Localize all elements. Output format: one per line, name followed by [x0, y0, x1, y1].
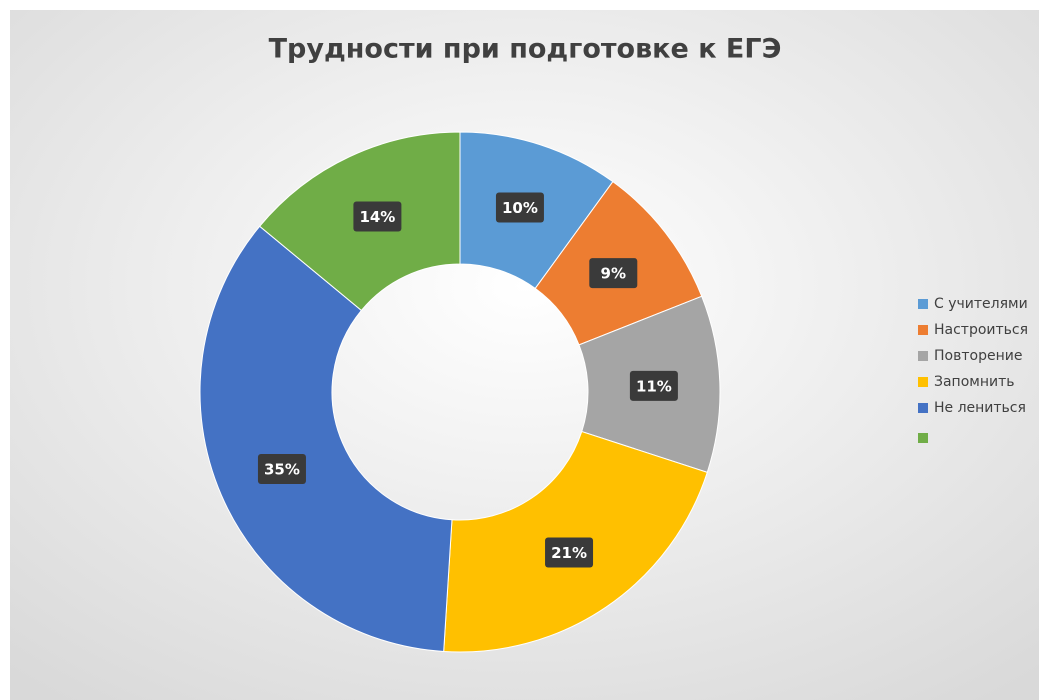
- data-label-box: [353, 201, 402, 232]
- legend-label: Запомнить: [934, 374, 1015, 390]
- data-label: 9%: [601, 265, 626, 283]
- legend-label: Повторение: [934, 348, 1022, 364]
- data-label-box: [629, 370, 678, 401]
- data-label: 10%: [502, 199, 538, 217]
- legend-label: С учителями: [934, 296, 1028, 312]
- legend-swatch: [918, 433, 928, 443]
- legend-swatch: [918, 403, 928, 413]
- legend-label: Настроиться: [934, 322, 1028, 338]
- legend-label: Не лениться: [934, 400, 1026, 416]
- data-label-box: [257, 454, 306, 485]
- data-label-box: [495, 192, 544, 223]
- legend-swatch: [918, 351, 928, 361]
- data-label: 21%: [551, 544, 587, 562]
- donut-segment: [199, 225, 453, 653]
- legend-swatch: [918, 377, 928, 387]
- data-label: 11%: [636, 377, 672, 395]
- data-label-box: [589, 258, 638, 289]
- data-label: 35%: [264, 461, 300, 479]
- data-label: 14%: [359, 208, 395, 226]
- data-label-box: [545, 537, 594, 568]
- chart-title: Трудности при подготовке к ЕГЭ: [269, 34, 782, 65]
- legend-swatch: [918, 299, 928, 309]
- legend-swatch: [918, 325, 928, 335]
